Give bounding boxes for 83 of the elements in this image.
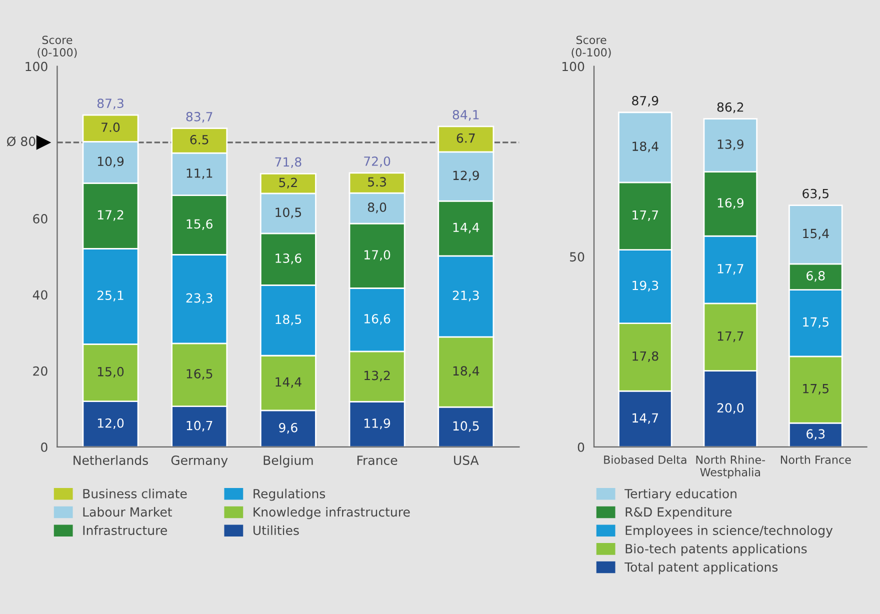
data-label: 5,2 <box>279 178 297 188</box>
y-axis-title: Score (0-100) <box>38 36 77 58</box>
legend-label: Business climate <box>83 488 187 498</box>
y-tick-label: 50 <box>570 252 584 262</box>
data-label: 12,9 <box>453 170 479 182</box>
legend-label: Regulations <box>254 488 326 501</box>
data-label: 17,5 <box>803 317 828 328</box>
data-label: 17,7 <box>718 264 744 275</box>
y-tick-label: 20 <box>33 366 48 376</box>
y-tick-label: 100 <box>562 62 584 72</box>
data-label: 6.7 <box>456 133 475 143</box>
y-tick-label: 60 <box>33 214 48 224</box>
data-label: 21,3 <box>452 290 479 302</box>
total-label: 84,1 <box>452 110 479 121</box>
data-label: 10,7 <box>186 420 212 432</box>
legend-label: Labour Market <box>83 507 172 517</box>
data-label: 15,0 <box>98 366 124 378</box>
data-label: 6,8 <box>806 271 825 282</box>
data-label: 17,5 <box>803 384 828 395</box>
data-label: 9,6 <box>279 422 298 434</box>
data-label: 20,0 <box>717 403 744 414</box>
legend-label: Infrastructure <box>83 525 167 536</box>
data-label: 17,2 <box>98 210 124 221</box>
y-tick-label: 0 <box>41 442 48 452</box>
data-label: 17,8 <box>632 351 658 362</box>
data-label: 17,7 <box>632 210 658 222</box>
data-label: 14,4 <box>453 222 480 234</box>
data-label: 18,4 <box>453 366 480 377</box>
data-label: 19,3 <box>632 280 658 292</box>
data-label: 13,9 <box>718 139 744 150</box>
legend-label: Tertiary education <box>624 488 736 501</box>
total-label: 83,7 <box>186 112 212 123</box>
x-tick-label: Belgium <box>264 455 313 468</box>
total-label: 86,2 <box>717 102 744 114</box>
legend-label: Utilities <box>254 525 299 536</box>
data-label: 6,3 <box>806 429 825 440</box>
data-label: 11,9 <box>364 418 390 430</box>
total-label: 87,3 <box>97 98 124 110</box>
data-label: 16,6 <box>364 314 390 325</box>
total-label: 63,5 <box>802 188 828 200</box>
ref-line-label: Ø 80 <box>7 136 36 146</box>
data-label: 25,1 <box>98 290 124 302</box>
data-label: 17,7 <box>718 332 744 342</box>
legend-label: Total patent applications <box>624 562 778 574</box>
total-label: 71,8 <box>275 157 302 168</box>
y-axis-title: Score (0-100) <box>572 36 611 58</box>
x-tick-label: Biobased Delta <box>604 455 686 464</box>
y-tick-label: 100 <box>26 62 48 72</box>
data-label: 17,0 <box>364 250 390 261</box>
x-tick-label: Netherlands <box>74 455 148 465</box>
data-label: 10,5 <box>453 421 479 432</box>
legend-label: Employees in science/technology <box>626 525 833 538</box>
x-tick-label: North France <box>780 455 851 464</box>
data-label: 10,9 <box>98 156 124 168</box>
data-label: 13,2 <box>364 370 390 382</box>
data-label: 10,5 <box>276 208 302 218</box>
data-label: 15,4 <box>803 228 829 240</box>
legend-label: Bio-tech patents applications <box>626 544 807 556</box>
data-label: 7.0 <box>102 122 120 132</box>
data-label: 6.5 <box>190 134 208 144</box>
data-label: 11,1 <box>186 168 212 180</box>
data-label: 5.3 <box>368 177 386 187</box>
total-label: 87,9 <box>632 96 658 107</box>
x-tick-label: Germany <box>171 456 228 468</box>
data-label: 18,4 <box>632 142 658 152</box>
data-label: 14,4 <box>276 377 302 388</box>
x-tick-label: France <box>357 456 398 465</box>
data-label: 16,5 <box>186 369 212 380</box>
data-label: 15,6 <box>186 219 212 230</box>
data-label: 18,5 <box>276 314 302 326</box>
x-tick-label: USA <box>454 456 479 465</box>
data-label: 16,9 <box>718 198 744 209</box>
data-label: 14,7 <box>632 413 658 424</box>
legend-label: Knowledge infrastructure <box>254 507 410 520</box>
data-label: 8,0 <box>368 202 386 214</box>
data-label: 23,3 <box>186 293 212 304</box>
y-tick-label: 0 <box>578 442 584 452</box>
data-label: 13,6 <box>276 253 302 264</box>
legend-label: R&D Expenditure <box>626 507 732 520</box>
total-label: 72,0 <box>364 156 390 168</box>
data-label: 12,0 <box>98 418 124 430</box>
x-tick-label: North Rhine- Westphalia <box>696 455 766 479</box>
y-tick-label: 40 <box>32 290 48 300</box>
